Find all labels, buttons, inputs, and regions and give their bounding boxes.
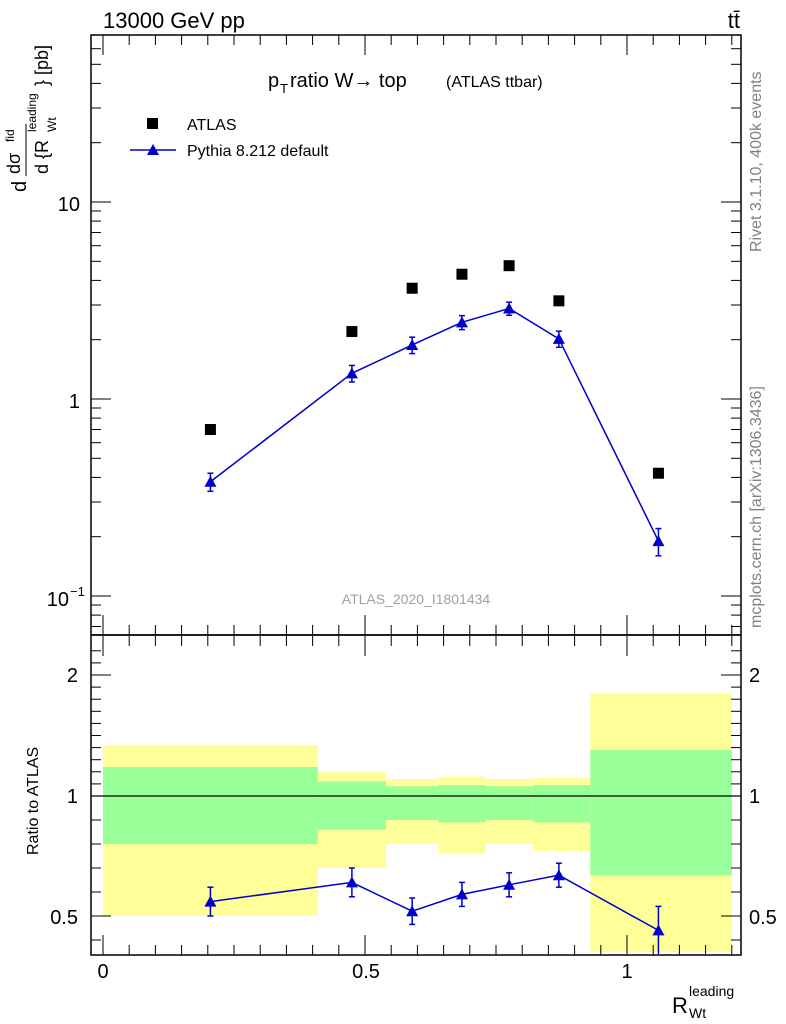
title-main: p — [268, 70, 279, 92]
y-tick-label-10: 10 — [58, 194, 80, 216]
ratio-y-tick-left-1: 1 — [67, 786, 78, 808]
legend: ATLAS Pythia 8.212 default — [130, 117, 329, 160]
ratio-point-0 — [204, 895, 217, 907]
title-small: (ATLAS ttbar) — [446, 74, 543, 91]
legend-marker-pythia — [147, 144, 159, 155]
x-label-sub: Wt — [689, 1005, 706, 1021]
pythia-point-1 — [345, 367, 358, 379]
pythia-point-0 — [204, 475, 217, 487]
atlas-point-1 — [346, 326, 358, 338]
green-band-4 — [485, 786, 533, 820]
title-sub: T — [280, 81, 288, 96]
axis-ticks — [91, 35, 741, 955]
green-band-5 — [532, 785, 591, 823]
plot-title: p T ratio W→ top (ATLAS ttbar) — [268, 70, 543, 96]
green-band-2 — [385, 786, 439, 820]
green-band-0 — [103, 766, 318, 844]
mcplots-label: mcplots.cern.ch [arXiv:1306.3436] — [748, 386, 765, 628]
ratio-plot-frame — [90, 634, 742, 956]
rivet-label: Rivet 3.1.10, 400k events — [748, 71, 765, 252]
pythia-point-2 — [406, 338, 419, 350]
ratio-point-1 — [345, 876, 358, 888]
ratio-point-3 — [455, 888, 468, 900]
atlas-point-6 — [652, 467, 664, 479]
legend-marker-atlas — [147, 118, 158, 129]
atlas-point-4 — [503, 260, 515, 272]
main-y-axis-label: d dσ fid d {R leading Wt } [pb] — [3, 45, 59, 192]
ratio-bands — [92, 693, 740, 952]
green-band-3 — [438, 785, 486, 823]
green-band-1 — [317, 781, 386, 830]
legend-label-atlas: ATLAS — [187, 117, 237, 134]
x-axis-label: R leading Wt — [672, 983, 734, 1021]
ratio-point-5 — [552, 869, 565, 881]
y-label-fid: fid — [3, 129, 17, 142]
ratio-point-6 — [652, 924, 665, 936]
analysis-watermark: ATLAS_2020_I1801434 — [342, 591, 491, 607]
green-band-6 — [590, 750, 732, 876]
x-label-sup: leading — [689, 983, 734, 999]
ratio-y-tick-right-0.5: 0.5 — [749, 907, 777, 929]
ratio-y-tick-left-0.5: 0.5 — [50, 907, 78, 929]
pythia-point-3 — [455, 316, 468, 328]
pythia-point-6 — [652, 535, 665, 547]
ratio-point-2 — [406, 905, 419, 917]
x-label-main: R — [672, 993, 688, 1018]
title-rest: ratio W→ top — [290, 70, 407, 92]
atlas-point-5 — [553, 295, 565, 307]
y-label-den-sub: Wt — [45, 117, 59, 132]
y-label-d: d — [9, 181, 31, 192]
ratio-point-4 — [503, 878, 516, 890]
main-data-layer — [204, 260, 665, 557]
ratio-y-tick-right-2: 2 — [749, 665, 760, 687]
y-label-denominator: d {R — [32, 140, 52, 174]
atlas-point-2 — [406, 282, 418, 294]
x-tick-label-0.5: 0.5 — [352, 961, 380, 983]
energy-label: 13000 GeV pp — [103, 8, 245, 33]
atlas-point-0 — [204, 424, 216, 436]
y-tick-label-1: 1 — [69, 391, 80, 413]
x-tick-label-0: 0 — [97, 961, 108, 983]
ratio-y-tick-left-2: 2 — [67, 665, 78, 687]
pythia-line — [209, 307, 660, 542]
y-tick-label-0.1-exponent: −1 — [70, 584, 85, 599]
y-tick-label-0.1: 10 — [47, 589, 69, 611]
ratio-y-axis-label: Ratio to ATLAS — [25, 747, 42, 855]
ratio-data-layer — [204, 862, 665, 954]
x-tick-label-1: 1 — [621, 961, 632, 983]
process-label: tt̄ — [728, 8, 740, 33]
pythia-point-5 — [552, 332, 565, 344]
pythia-point-4 — [503, 302, 516, 314]
y-label-den-sup: leading — [25, 93, 39, 132]
legend-label-pythia: Pythia 8.212 default — [187, 143, 329, 160]
y-label-numerator: dσ — [4, 153, 24, 174]
ratio-y-tick-right-1: 1 — [749, 786, 760, 808]
atlas-point-3 — [456, 268, 468, 280]
y-label-den-close: } [pb] — [32, 45, 52, 86]
